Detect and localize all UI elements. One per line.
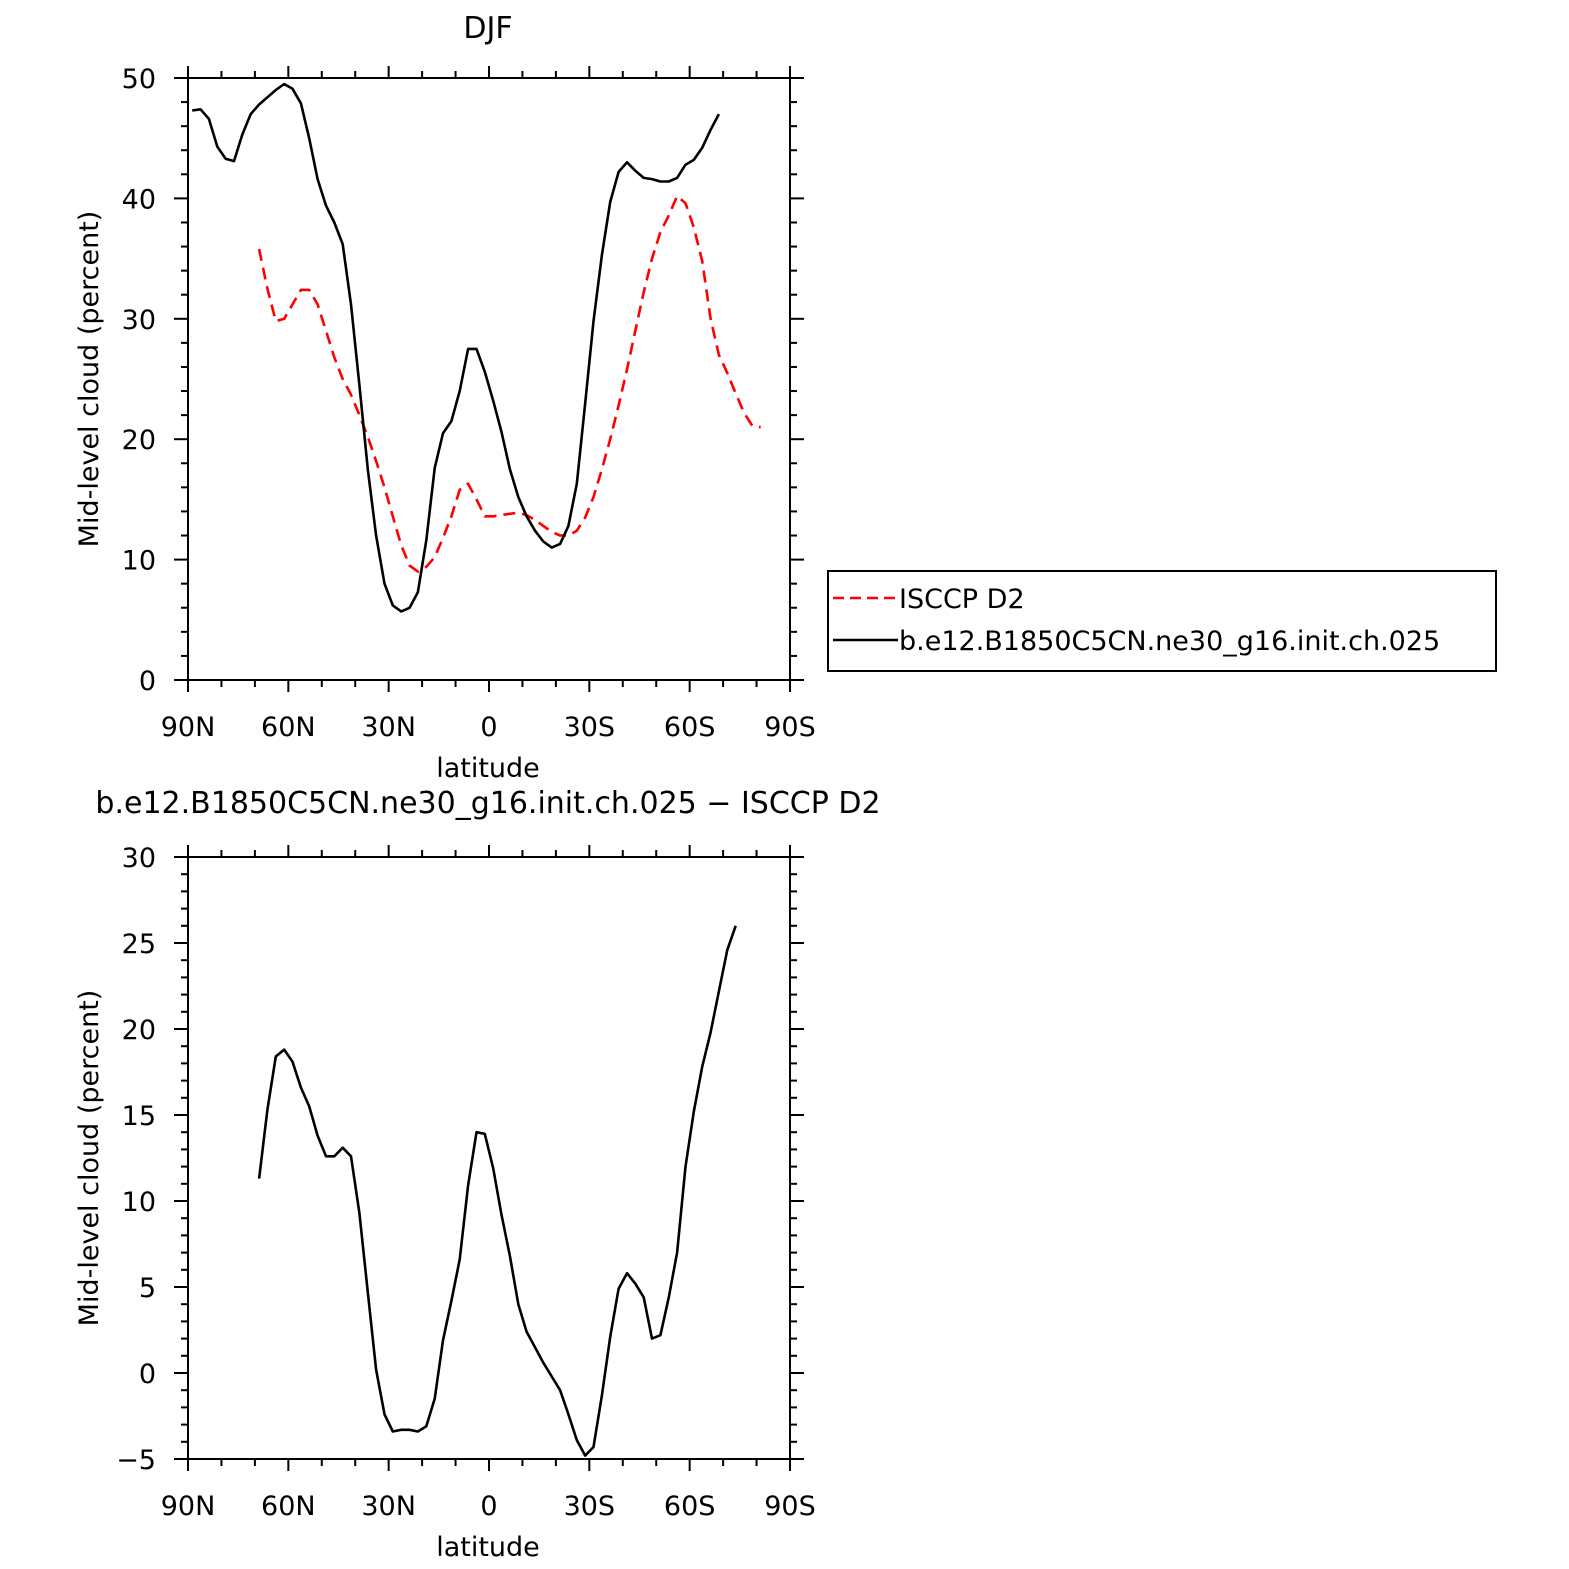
top-plot-frame	[187, 77, 791, 681]
legend-label-model: b.e12.B1850C5CN.ne30_g16.init.ch.025	[899, 626, 1440, 657]
bottom-y-tick-label: 20	[122, 1015, 156, 1046]
bottom-x-tick-label: 90N	[161, 1491, 216, 1522]
bottom-y-tick-label: 15	[122, 1101, 156, 1132]
bottom-x-axis-label: latitude	[436, 1532, 540, 1563]
bottom-x-tick-label: 90S	[764, 1491, 816, 1522]
bottom-panel: b.e12.B1850C5CN.ne30_g16.init.ch.025 − I…	[74, 786, 881, 1563]
bottom-y-tick-label: 0	[139, 1359, 156, 1390]
top-y-axis-label: Mid-level cloud (percent)	[74, 211, 105, 548]
bottom-plot-area: 90N 60N 30N 0 30S 60S 90S −5 0 5 10 15 20 25 30	[116, 843, 816, 1522]
top-x-tick-label: 90S	[764, 712, 816, 743]
top-x-tick-label: 60S	[664, 712, 716, 743]
top-y-tick-label: 20	[122, 425, 156, 456]
top-x-tick-label: 0	[480, 712, 497, 743]
top-x-axis-label: latitude	[436, 753, 540, 784]
top-plot-area: 90N 60N 30N 0 30S 60S 90S 0 10 20 30 40 50	[122, 64, 816, 743]
legend-box	[827, 570, 1497, 672]
bottom-x-tick-label: 60S	[664, 1491, 716, 1522]
bottom-x-tick-label: 60N	[261, 1491, 316, 1522]
bottom-y-tick-label: 5	[139, 1273, 156, 1304]
legend: ISCCP D2 b.e12.B1850C5CN.ne30_g16.init.c…	[827, 570, 1497, 672]
top-y-tick-label: 40	[122, 184, 156, 215]
top-y-tick-label: 50	[122, 64, 156, 95]
top-series-line-0	[257, 194, 761, 573]
bottom-x-tick-label: 0	[480, 1491, 497, 1522]
top-series-line-1	[192, 82, 721, 613]
top-panel: DJF 90N 60N 30N 0 30S 60S 90S 0 10 20 30 40 50 latit…	[74, 11, 816, 784]
bottom-y-tick-label: −5	[116, 1445, 156, 1476]
legend-label-isccp: ISCCP D2	[899, 584, 1025, 615]
top-x-tick-label: 60N	[261, 712, 316, 743]
bottom-chart-title: b.e12.B1850C5CN.ne30_g16.init.ch.025 − I…	[95, 786, 880, 821]
bottom-y-tick-label: 25	[122, 929, 156, 960]
top-y-tick-label: 10	[122, 546, 156, 577]
bottom-plot-frame	[187, 856, 791, 1460]
top-x-tick-label: 30S	[564, 712, 616, 743]
bottom-series-line-0	[257, 925, 737, 1457]
top-x-tick-label: 30N	[361, 712, 416, 743]
bottom-x-tick-label: 30S	[564, 1491, 616, 1522]
bottom-y-tick-label: 30	[122, 843, 156, 874]
bottom-y-tick-label: 10	[122, 1187, 156, 1218]
top-chart-title: DJF	[463, 11, 512, 46]
top-y-tick-label: 0	[139, 666, 156, 697]
bottom-x-tick-label: 30N	[361, 1491, 416, 1522]
bottom-y-axis-label: Mid-level cloud (percent)	[74, 990, 105, 1327]
top-y-tick-label: 30	[122, 305, 156, 336]
top-x-tick-label: 90N	[161, 712, 216, 743]
